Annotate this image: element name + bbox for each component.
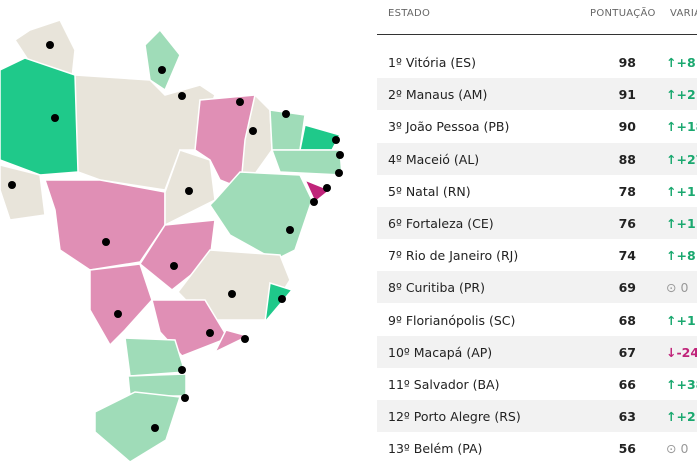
capital-dot xyxy=(228,290,236,298)
state xyxy=(263,282,294,325)
variation: ↑+21 xyxy=(666,87,697,103)
capital-dot xyxy=(249,127,257,135)
state xyxy=(209,171,313,261)
city-name: 8º Curitiba (PR) xyxy=(388,280,485,296)
variation: ↑+1 xyxy=(666,183,696,199)
table-row: 10º Macapá (AP) 67 ↓-24 xyxy=(377,335,697,368)
score: 56 xyxy=(618,441,636,457)
variation: ↑+8 xyxy=(666,248,696,264)
header-rule xyxy=(377,34,697,35)
capital-dot xyxy=(323,184,331,192)
state xyxy=(89,263,153,347)
capital-dot xyxy=(278,295,286,303)
score: 68 xyxy=(618,312,636,328)
capital-dot xyxy=(102,238,110,246)
table-row: 7º Rio de Janeiro (RJ) 74 ↑+8 xyxy=(377,239,697,271)
capital-dot xyxy=(114,310,122,318)
capital-dot xyxy=(51,114,59,122)
score: 66 xyxy=(618,377,636,392)
variation: ↑+1 xyxy=(666,312,696,328)
state xyxy=(144,28,181,92)
column-header: ESTADO xyxy=(388,8,431,19)
ranking-table: ESTADO PONTUAÇÃO VARIA 1º Vitória (ES) 98… xyxy=(377,0,697,465)
capital-dot xyxy=(178,92,186,100)
table-row: 5º Natal (RN) 78 ↑+1 xyxy=(377,175,697,207)
variation: ↑+18 xyxy=(666,119,697,135)
table-row: 3º João Pessoa (PB) 90 ↑+18 xyxy=(377,110,697,142)
capital-dot xyxy=(181,394,189,402)
score: 67 xyxy=(618,344,636,360)
score: 69 xyxy=(618,280,636,296)
state xyxy=(94,391,181,463)
state xyxy=(43,179,166,271)
score: 90 xyxy=(618,119,636,135)
state xyxy=(303,178,332,204)
capital-dot xyxy=(332,136,340,144)
variation: ↑+38 xyxy=(666,377,697,392)
table-row: 8º Curitiba (PR) 69 ⊙ 0 xyxy=(377,271,697,304)
capital-dot xyxy=(206,329,214,337)
table-row: 2º Manaus (AM) 91 ↑+21 xyxy=(377,78,697,111)
variation: ↑+27 xyxy=(666,151,697,167)
capital-dot xyxy=(310,198,318,206)
city-name: 9º Florianópolis (SC) xyxy=(388,312,516,328)
score: 76 xyxy=(618,216,636,231)
capital-dot xyxy=(151,424,159,432)
table-row: 12º Porto Alegre (RS) 63 ↑+2 xyxy=(377,400,697,433)
variation: ↑+2 xyxy=(666,409,696,425)
score: 78 xyxy=(618,183,636,199)
variation: ⊙ 0 xyxy=(666,280,689,296)
table-row: 13º Belém (PA) 56 ⊙ 0 xyxy=(377,432,697,464)
brazil-map xyxy=(0,19,344,463)
capital-dot xyxy=(170,262,178,270)
variation: ↑+1 xyxy=(666,216,696,231)
city-name: 10º Macapá (AP) xyxy=(388,344,493,360)
capital-dot xyxy=(185,187,193,195)
state xyxy=(213,329,251,354)
capital-dot xyxy=(8,181,16,189)
variation: ↓-24 xyxy=(666,344,697,360)
capital-dot xyxy=(46,41,54,49)
variation: ⊙ 0 xyxy=(666,441,689,457)
capitals xyxy=(8,41,344,432)
capital-dot xyxy=(282,110,290,118)
score: 74 xyxy=(618,248,636,264)
city-name: 11º Salvador (BA) xyxy=(388,377,500,392)
column-header: PONTUAÇÃO xyxy=(590,8,656,19)
city-name: 7º Rio de Janeiro (RJ) xyxy=(388,248,519,264)
city-name: 1º Vitória (ES) xyxy=(388,55,476,70)
capital-dot xyxy=(336,151,344,159)
score: 98 xyxy=(618,55,636,70)
city-name: 5º Natal (RN) xyxy=(388,183,471,199)
city-name: 12º Porto Alegre (RS) xyxy=(388,409,521,425)
table-row: 1º Vitória (ES) 98 ↑+8 xyxy=(377,46,697,78)
capital-dot xyxy=(335,169,343,177)
column-header: VARIA xyxy=(670,8,697,19)
variation: ↑+8 xyxy=(666,55,696,70)
table-row: 11º Salvador (BA) 66 ↑+38 xyxy=(377,368,697,400)
city-name: 3º João Pessoa (PB) xyxy=(388,119,510,135)
capital-dot xyxy=(178,366,186,374)
capital-dot xyxy=(286,226,294,234)
city-name: 2º Manaus (AM) xyxy=(388,87,488,103)
table-row: 9º Florianópolis (SC) 68 ↑+1 xyxy=(377,304,697,336)
capital-dot xyxy=(241,335,249,343)
table-row: 4º Maceió (AL) 88 ↑+27 xyxy=(377,142,697,175)
state xyxy=(0,164,46,221)
city-name: 6º Fortaleza (CE) xyxy=(388,216,494,231)
states xyxy=(0,19,343,463)
table-row: 6º Fortaleza (CE) 76 ↑+1 xyxy=(377,207,697,239)
state xyxy=(270,149,343,176)
city-name: 4º Maceió (AL) xyxy=(388,151,480,167)
capital-dot xyxy=(236,98,244,106)
capital-dot xyxy=(158,66,166,74)
score: 91 xyxy=(618,87,636,103)
state xyxy=(124,337,186,377)
city-name: 13º Belém (PA) xyxy=(388,441,483,457)
score: 88 xyxy=(618,151,636,167)
score: 63 xyxy=(618,409,636,425)
